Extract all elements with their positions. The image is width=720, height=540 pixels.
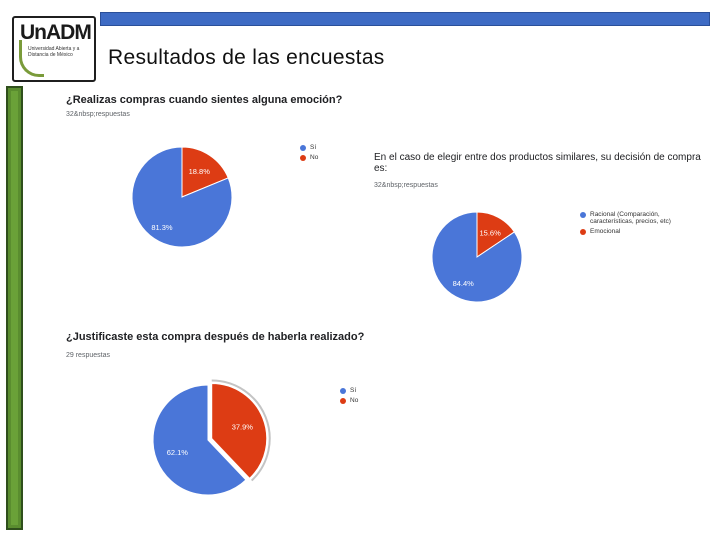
legend-item: Sí [340,387,358,394]
pie-data-label: 37.9% [232,422,254,431]
pie-data-label: 84.4% [453,279,475,288]
pie-slice-primary [431,211,523,303]
chart-3-pie: 37.9% 62.1% [152,379,271,496]
legend-item: No [300,154,318,161]
chart-3-title: ¿Justificaste esta compra después de hab… [66,331,365,343]
header-bar [100,12,710,26]
pie-data-label: 15.6% [479,228,501,237]
logo: UnADM Universidad Abierta y a Distancia … [12,16,96,82]
legend-label: Emocional [590,228,621,235]
pie-data-label: 81.3% [151,223,173,232]
chart-1-title: ¿Realizas compras cuando sientes alguna … [66,94,343,106]
logo-swoosh-icon [19,40,44,77]
pie-slice-primary [152,384,247,496]
slice-highlight-arc [211,379,271,482]
logo-subtitle: Universidad Abierta y a Distancia de Méx… [28,46,80,58]
chart-2-subtitle: 32&nbsp;respuestas [374,182,438,189]
chart-1-subtitle: 32&nbsp;respuestas [66,111,130,118]
chart-2-pie: 15.6% 84.4% [431,211,523,303]
side-bar [6,86,23,530]
chart-3-subtitle: 29 respuestas [66,352,110,359]
chart-1-legend: Sí No [300,144,318,164]
pie-data-label: 18.8% [189,167,211,176]
chart-3-legend: Sí No [340,387,358,407]
chart-2-legend: Racional (Comparación, características, … [580,211,705,238]
legend-label: Racional (Comparación, características, … [590,211,671,225]
pie-slice-secondary [181,146,229,198]
legend-item: Sí [300,144,318,151]
legend-label: Sí [310,144,317,151]
legend-item: No [340,397,358,404]
legend-label: Sí [350,387,357,394]
legend-label: No [350,397,359,404]
legend-item: Racional (Comparación, características, … [580,211,705,225]
chart-2-title: En el caso de elegir entre dos productos… [374,152,701,174]
legend-label: No [310,154,319,161]
pie-slice-primary [131,146,233,248]
chart-1-pie: 18.8% 81.3% [131,146,233,248]
legend-item: Emocional [580,228,705,235]
pie-slice-secondary [211,383,268,480]
logo-text: UnADM [20,21,92,44]
pie-data-label: 62.1% [167,448,189,457]
page-title: Resultados de las encuestas [108,46,385,69]
